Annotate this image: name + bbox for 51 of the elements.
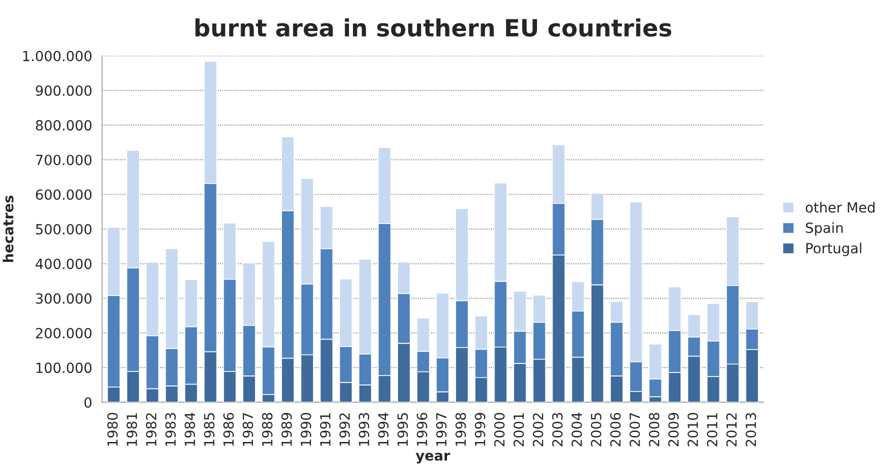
y-tick-label: 0 — [84, 397, 92, 408]
x-tick-label: 2012 — [726, 413, 737, 446]
x-tick-label: 2003 — [552, 413, 563, 446]
chart-title: burnt area in southern EU countries — [195, 18, 672, 37]
x-tick-label: 2001 — [513, 413, 524, 446]
y-tick-label: 100.000 — [36, 362, 92, 374]
x-tick-label: 1998 — [455, 412, 466, 446]
x-tick-label: 1986 — [223, 412, 234, 446]
x-tick-label: 1993 — [358, 413, 370, 446]
x-tick-label: 1995 — [397, 413, 408, 446]
x-tick-label: 2013 — [746, 413, 756, 446]
x-tick-label: 2006 — [610, 412, 621, 446]
legend-label: Spain — [806, 222, 843, 236]
y-tick-label: 200.000 — [36, 328, 92, 338]
x-tick-label: 1984 — [184, 412, 196, 446]
x-tick-label: 1994 — [378, 412, 389, 446]
x-tick-label: 1989 — [281, 412, 292, 446]
y-tick-label: 400.000 — [36, 258, 92, 270]
x-axis-title: year — [416, 452, 450, 464]
x-tick-label: 1990 — [300, 412, 312, 446]
x-tick-label: 1987 — [242, 413, 254, 446]
x-tick-label: 2000 — [494, 412, 505, 446]
x-tick-label: 1980 — [107, 412, 118, 446]
x-tick-label: 1992 — [339, 413, 350, 446]
x-tick-label: 2008 — [648, 412, 660, 446]
y-tick-label: 600.000 — [36, 189, 92, 200]
y-tick-label: 300.000 — [36, 293, 92, 304]
x-tick-label: 1999 — [474, 412, 486, 446]
x-tick-label: 2002 — [532, 413, 544, 446]
y-tick-label: 700.000 — [36, 154, 92, 166]
legend-label: other Med — [806, 202, 875, 213]
x-tick-label: 2004 — [572, 412, 582, 446]
x-tick-label: 1983 — [165, 413, 176, 446]
x-tick-label: 1982 — [146, 413, 156, 446]
legend-label: Portugal — [806, 242, 862, 256]
x-tick-label: 1991 — [320, 413, 331, 446]
y-tick-label: 900.000 — [36, 85, 92, 96]
x-tick-label: 2010 — [688, 412, 698, 446]
y-tick-label: 500.000 — [36, 224, 92, 234]
x-tick-label: 1996 — [416, 412, 428, 446]
x-tick-label: 2011 — [706, 413, 718, 446]
x-tick-label: 1997 — [436, 413, 447, 446]
x-tick-label: 1981 — [126, 413, 138, 446]
y-axis-title: hecatres — [2, 196, 14, 262]
x-tick-label: 2007 — [630, 413, 640, 446]
x-tick-label: 2005 — [590, 413, 602, 446]
x-tick-label: 2009 — [668, 412, 679, 446]
x-tick-label: 1985 — [204, 413, 214, 446]
y-tick-label: 1.000.000 — [23, 50, 92, 62]
x-tick-label: 1988 — [262, 412, 273, 446]
y-tick-label: 800.000 — [36, 120, 92, 131]
